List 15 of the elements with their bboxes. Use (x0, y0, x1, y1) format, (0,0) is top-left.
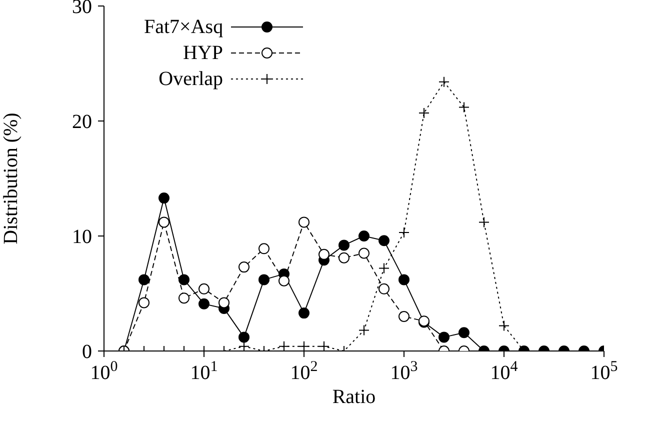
x-tick-label: 10$^{1}$ (190, 359, 218, 384)
x-tick-label: 10$^{3}$ (390, 359, 418, 384)
x-tick-label: 10$^{5}$ (590, 359, 618, 384)
y-axis-title: Distribution (%) (0, 112, 22, 244)
y-tick-label: 30 (72, 0, 92, 18)
x-tick-label: 10$^{2}$ (290, 359, 318, 384)
legend-label: Overlap (158, 68, 224, 90)
y-tick-label: 20 (72, 111, 92, 133)
x-tick-label: 10$^{0}$ (90, 359, 118, 384)
x-axis-title: Ratio (332, 386, 376, 408)
y-tick-label: 10 (72, 226, 92, 248)
legend-label: Fat7×Asq (144, 16, 224, 38)
y-tick-label: 0 (82, 341, 92, 363)
legend-label: HYP (183, 42, 224, 64)
x-tick-label: 10$^{4}$ (490, 359, 518, 384)
